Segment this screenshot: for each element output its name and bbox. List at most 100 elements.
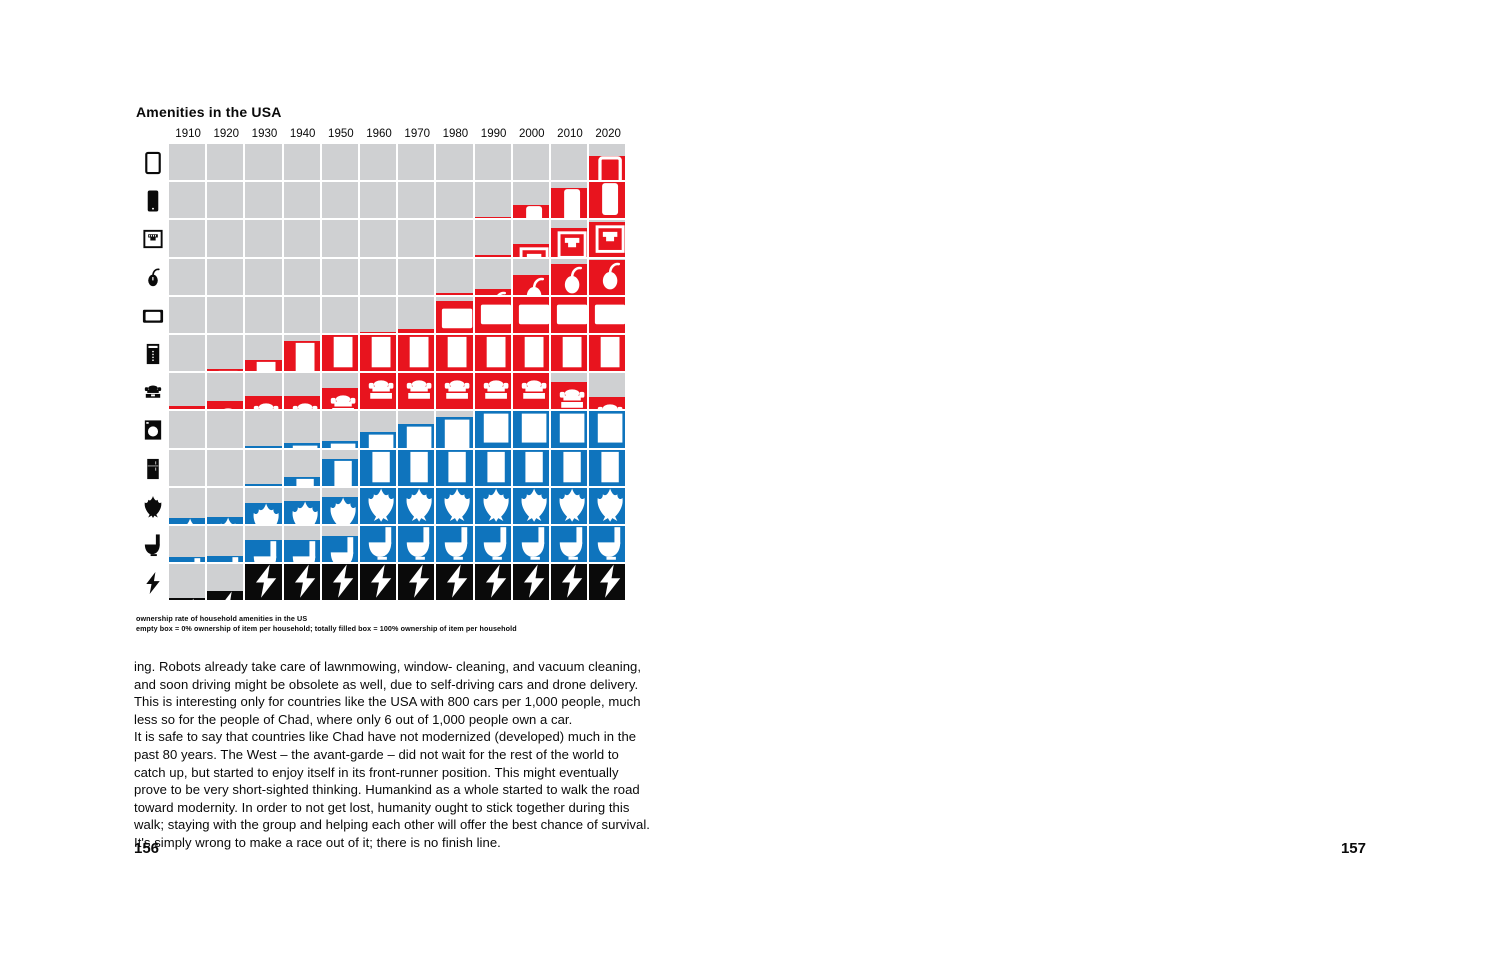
matrix-cell	[436, 564, 474, 602]
matrix-cell-box	[207, 373, 244, 410]
matrix-cell-box	[550, 525, 588, 563]
matrix-cell-fill	[474, 255, 511, 257]
matrix-cell-box	[321, 564, 358, 601]
matrix-cell	[398, 182, 436, 220]
matrix-cell-fill	[359, 525, 397, 563]
matrix-cell	[321, 449, 360, 488]
matrix-cell	[245, 564, 283, 602]
matrix-cell-fill	[398, 328, 435, 333]
matrix-cell	[283, 258, 322, 297]
matrix-cell-box	[359, 411, 397, 448]
matrix-row-cells	[169, 487, 627, 526]
matrix-cell	[169, 182, 207, 220]
matrix-cell-box	[436, 373, 473, 410]
matrix-cell	[283, 334, 322, 373]
matrix-cell-box	[398, 487, 435, 524]
matrix-cell-box	[398, 220, 435, 257]
matrix-cell-fill	[283, 539, 320, 563]
matrix-cell-fill	[474, 296, 511, 333]
matrix-cell	[245, 487, 283, 526]
matrix-cell	[321, 564, 360, 602]
matrix-cell-box	[550, 296, 588, 333]
matrix-cell	[245, 411, 283, 449]
matrix-cell	[245, 373, 283, 411]
matrix-cell	[436, 220, 474, 258]
matrix-cell-fill	[245, 360, 282, 372]
matrix-cell-box	[321, 144, 358, 181]
matrix-cell-fill	[321, 496, 358, 524]
matrix-cell	[398, 411, 436, 449]
matrix-cell-fill	[550, 564, 588, 601]
matrix-cell-box	[245, 487, 282, 524]
matrix-cell-fill	[283, 443, 320, 448]
matrix-cell	[321, 182, 360, 220]
matrix-cell-fill	[589, 396, 626, 410]
matrix-cell-fill	[589, 296, 626, 333]
matrix-cell-fill	[589, 411, 626, 448]
matrix-cell-box	[359, 182, 397, 219]
matrix-row-cells	[169, 220, 627, 258]
matrix-cell-fill	[474, 449, 511, 486]
matrix-cell-box	[169, 220, 206, 257]
matrix-cell-box	[169, 525, 206, 563]
matrix-cell-box	[321, 334, 358, 372]
matrix-cell-fill	[512, 204, 549, 219]
matrix-cell-fill	[169, 598, 206, 601]
radio-icon	[136, 335, 169, 373]
matrix-cell-fill	[207, 517, 244, 524]
matrix-cell-box	[169, 334, 206, 372]
matrix-cell	[436, 182, 474, 220]
matrix-cell-box	[359, 258, 397, 295]
matrix-cell	[359, 411, 398, 449]
matrix-cell-fill	[321, 387, 358, 410]
matrix-cell-fill	[550, 187, 588, 219]
year-label-1980: 1980	[442, 128, 469, 140]
matrix-cell-box	[512, 564, 549, 601]
matrix-cell-fill	[359, 432, 397, 448]
matrix-cell-fill	[512, 373, 549, 410]
matrix-cell-box	[436, 449, 473, 486]
matrix-cell	[359, 144, 398, 182]
matrix-cell-fill	[550, 296, 588, 333]
matrix-cell	[207, 296, 245, 335]
matrix-cell	[474, 411, 513, 449]
matrix-cell	[550, 525, 589, 564]
matrix-cell-box	[589, 449, 626, 486]
year-axis: 1910 1920 1930 1940 1950 1960 1970 1980 1990 2000…	[169, 128, 627, 144]
matrix-cell	[207, 411, 245, 449]
matrix-cell-box	[589, 373, 626, 410]
matrix-cell-fill	[436, 564, 473, 601]
matrix-cell-box	[245, 411, 282, 448]
matrix-cell-box	[550, 487, 588, 524]
page-title: Amenities in the USA	[136, 104, 282, 120]
matrix-cell-fill	[474, 373, 511, 410]
matrix-cell-box	[245, 220, 282, 257]
matrix-cell-box	[245, 525, 282, 563]
matrix-cell	[589, 411, 627, 449]
matrix-cell-box	[398, 258, 435, 295]
matrix-cell-box	[169, 296, 206, 333]
matrix-cell	[589, 220, 627, 258]
matrix-cell-box	[245, 564, 282, 601]
matrix-cell	[550, 564, 589, 602]
matrix-cell	[169, 487, 207, 526]
matrix-cell	[512, 296, 551, 335]
year-label-2000: 2000	[518, 128, 545, 140]
matrix-cell	[359, 220, 398, 258]
matrix-cell-fill	[589, 260, 626, 295]
matrix-cell-fill	[398, 373, 435, 410]
matrix-cell-box	[207, 220, 244, 257]
matrix-cell	[474, 296, 513, 335]
year-label-2020: 2020	[595, 128, 621, 140]
matrix-cell-box	[474, 564, 511, 601]
matrix-cell	[512, 334, 551, 373]
matrix-cell-box	[169, 373, 206, 410]
matrix-cell-box	[169, 258, 206, 295]
matrix-cell	[398, 220, 436, 258]
matrix-cell	[321, 373, 360, 411]
matrix-cell	[436, 449, 474, 488]
matrix-cell-fill	[589, 155, 626, 181]
matrix-cell	[436, 144, 474, 182]
matrix-cell-box	[398, 449, 435, 486]
matrix-cell-fill	[169, 556, 206, 563]
